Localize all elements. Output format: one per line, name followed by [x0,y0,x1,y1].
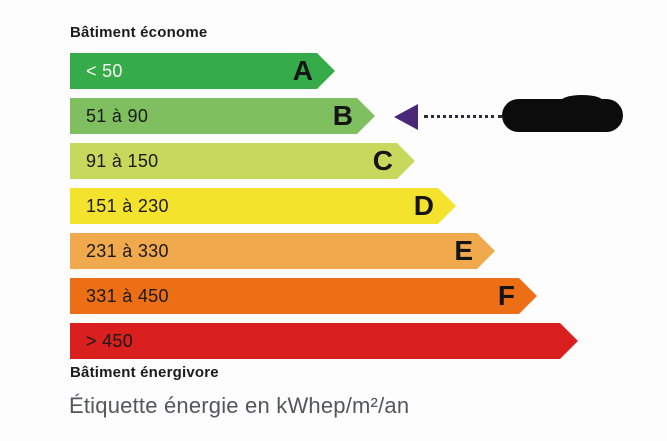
energy-bar-e: 231 à 330 E [70,233,495,269]
range-label: 331 à 450 [86,286,169,306]
class-letter: A [292,55,313,86]
energy-bar-c: 91 à 150 C [70,143,415,179]
class-letter: B [332,100,353,131]
range-label: 231 à 330 [86,241,169,261]
energy-class-bars: < 50 A 51 à 90 B 91 à 150 C 151 à 230 D 231 à 33… [70,53,578,368]
range-label: 91 à 150 [86,151,159,171]
energy-label-caption: Étiquette énergie en kWhep/m²/an [69,393,410,418]
economical-building-label: Bâtiment économe [70,24,208,41]
left-arrow-icon [394,104,418,130]
range-label: 151 à 230 [86,196,169,216]
dotted-leader-line [424,115,502,118]
energy-bar-7: > 450 [70,323,578,359]
redacted-value-blob [502,95,623,132]
energy-intensive-building-label: Bâtiment énergivore [70,364,219,381]
energy-bar-a: < 50 A [70,53,335,89]
class-letter: C [372,145,393,176]
energy-bar-b: 51 à 90 B [70,98,375,134]
range-label: 51 à 90 [86,106,149,126]
class-letter: F [497,280,515,311]
range-label: < 50 [86,61,123,81]
class-letter: E [454,235,473,266]
class-letter: D [413,190,434,221]
range-label: > 450 [86,331,134,351]
energy-bar-f: 331 à 450 F [70,278,537,314]
energy-bar-d: 151 à 230 D [70,188,456,224]
